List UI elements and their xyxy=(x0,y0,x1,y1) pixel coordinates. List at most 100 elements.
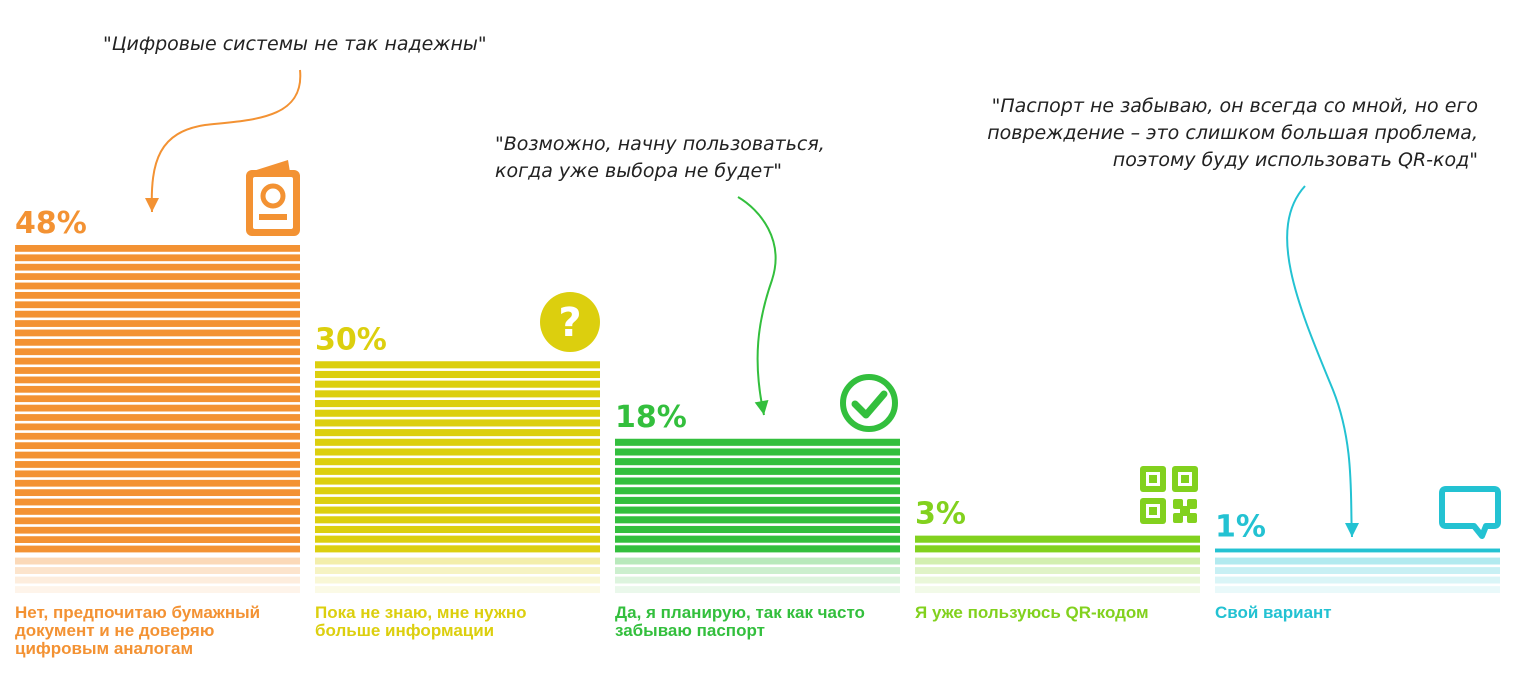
bar-stripe xyxy=(315,467,600,475)
value-label: 48% xyxy=(15,206,87,241)
arrow-head xyxy=(145,198,159,212)
bar-2 xyxy=(615,438,900,593)
bar-stripe xyxy=(615,448,900,456)
bar-stripe xyxy=(315,438,600,446)
bar-stripe xyxy=(15,442,300,450)
bar-stripe xyxy=(315,370,600,379)
bar-stripe xyxy=(15,385,300,393)
quote-text: когда уже выбора не будет" xyxy=(495,160,782,182)
bar-stripe xyxy=(15,498,300,506)
value-label: 18% xyxy=(615,400,687,435)
bar-stripe xyxy=(615,438,900,446)
arrow-line xyxy=(737,196,777,416)
bar-stripe xyxy=(15,470,300,478)
bar-stripe xyxy=(315,419,600,427)
bar-stripe xyxy=(915,545,1200,553)
bar-stripe xyxy=(15,526,300,534)
annotation-1: "Возможно, начну пользоваться, когда уже … xyxy=(495,133,825,416)
bar-stripe xyxy=(15,291,300,299)
bar-stripe xyxy=(15,461,300,468)
bar-stripe xyxy=(615,535,900,543)
bar-stripe xyxy=(315,390,600,398)
category-label: Пока не знаю, мне нужно xyxy=(315,603,527,622)
bar-reflection xyxy=(915,557,1200,565)
icons-layer: ? xyxy=(246,160,1501,539)
bar-stripe xyxy=(15,357,300,365)
bar-reflection xyxy=(315,576,600,584)
bar-stripe xyxy=(15,376,300,384)
bar-stripe xyxy=(315,400,600,408)
quote-text: "Цифровые системы не так надежны" xyxy=(103,33,487,55)
bar-stripe xyxy=(315,487,600,495)
bar-1 xyxy=(315,361,600,593)
category-label: забываю паспорт xyxy=(615,621,765,640)
bars-layer xyxy=(15,245,1500,593)
bar-stripe xyxy=(315,516,600,524)
bar-reflection xyxy=(615,586,900,593)
bar-stripe xyxy=(615,545,900,553)
category-label: цифровым аналогам xyxy=(15,639,193,658)
bar-stripe xyxy=(315,380,600,388)
bar-reflection xyxy=(915,576,1200,584)
arrow-line xyxy=(1286,185,1353,538)
bar-stripe xyxy=(315,525,600,534)
value-label: 3% xyxy=(915,497,966,532)
category-label: Свой вариант xyxy=(1215,603,1332,622)
annotation-0: "Цифровые системы не так надежны" xyxy=(103,33,487,213)
bar-stripe xyxy=(615,496,900,504)
bar-stripe xyxy=(15,517,300,525)
bar-stripe xyxy=(615,458,900,466)
category-label: Да, я планирую, так как часто xyxy=(615,603,865,622)
annotations-layer: "Цифровые системы не так надежны" "Возмож… xyxy=(103,33,1478,538)
bar-reflection xyxy=(915,586,1200,593)
bar-stripe xyxy=(615,487,900,495)
bar-stripe xyxy=(15,545,300,553)
value-label: 1% xyxy=(1215,510,1266,545)
value-label: 30% xyxy=(315,322,387,357)
arrow-head xyxy=(754,399,769,415)
quote-text: "Возможно, начну пользоваться, xyxy=(495,133,825,155)
bar-reflection xyxy=(15,557,300,565)
bar-stripe xyxy=(15,451,300,459)
bar-reflection xyxy=(1215,557,1500,565)
bar-stripe xyxy=(315,429,600,437)
check-icon xyxy=(840,374,898,432)
quote-text: "Паспорт не забываю, он всегда со мной, … xyxy=(992,95,1478,117)
bar-reflection xyxy=(15,567,300,574)
bar-stripe xyxy=(15,282,300,290)
bar-stripe xyxy=(15,254,300,262)
category-label: Нет, предпочитаю бумажный xyxy=(15,603,260,622)
bar-stripe xyxy=(15,348,300,356)
category-label: больше информации xyxy=(315,621,494,640)
bar-stripe xyxy=(1215,548,1500,553)
bar-stripe xyxy=(15,263,300,271)
bar-reflection xyxy=(315,567,600,574)
svg-text:?: ? xyxy=(558,300,581,346)
bar-stripe xyxy=(15,479,300,487)
bar-reflection xyxy=(615,557,900,565)
bar-stripe xyxy=(15,432,300,440)
bar-3 xyxy=(915,535,1200,593)
bar-reflection xyxy=(315,557,600,565)
bar-reflection xyxy=(915,567,1200,574)
bar-4 xyxy=(1215,548,1500,593)
passport-icon xyxy=(246,160,300,236)
question-icon: ? xyxy=(540,292,600,352)
annotation-2: "Паспорт не забываю, он всегда со мной, … xyxy=(987,95,1478,538)
quote-text: поэтому буду использовать QR-код" xyxy=(1113,149,1478,171)
bar-reflection xyxy=(615,576,900,584)
bar-stripe xyxy=(315,535,600,543)
category-label: Я уже пользуюсь QR-кодом xyxy=(915,603,1149,622)
arrow-line xyxy=(150,69,302,213)
bar-stripe xyxy=(315,448,600,456)
bar-stripe xyxy=(315,506,600,514)
arrow-head xyxy=(1345,523,1359,537)
bar-stripe xyxy=(15,301,300,309)
bar-stripe xyxy=(615,477,900,485)
bar-stripe xyxy=(15,320,300,327)
bar-stripe xyxy=(15,338,300,346)
bar-reflection xyxy=(1215,576,1500,584)
qr-code-icon xyxy=(1140,466,1198,524)
